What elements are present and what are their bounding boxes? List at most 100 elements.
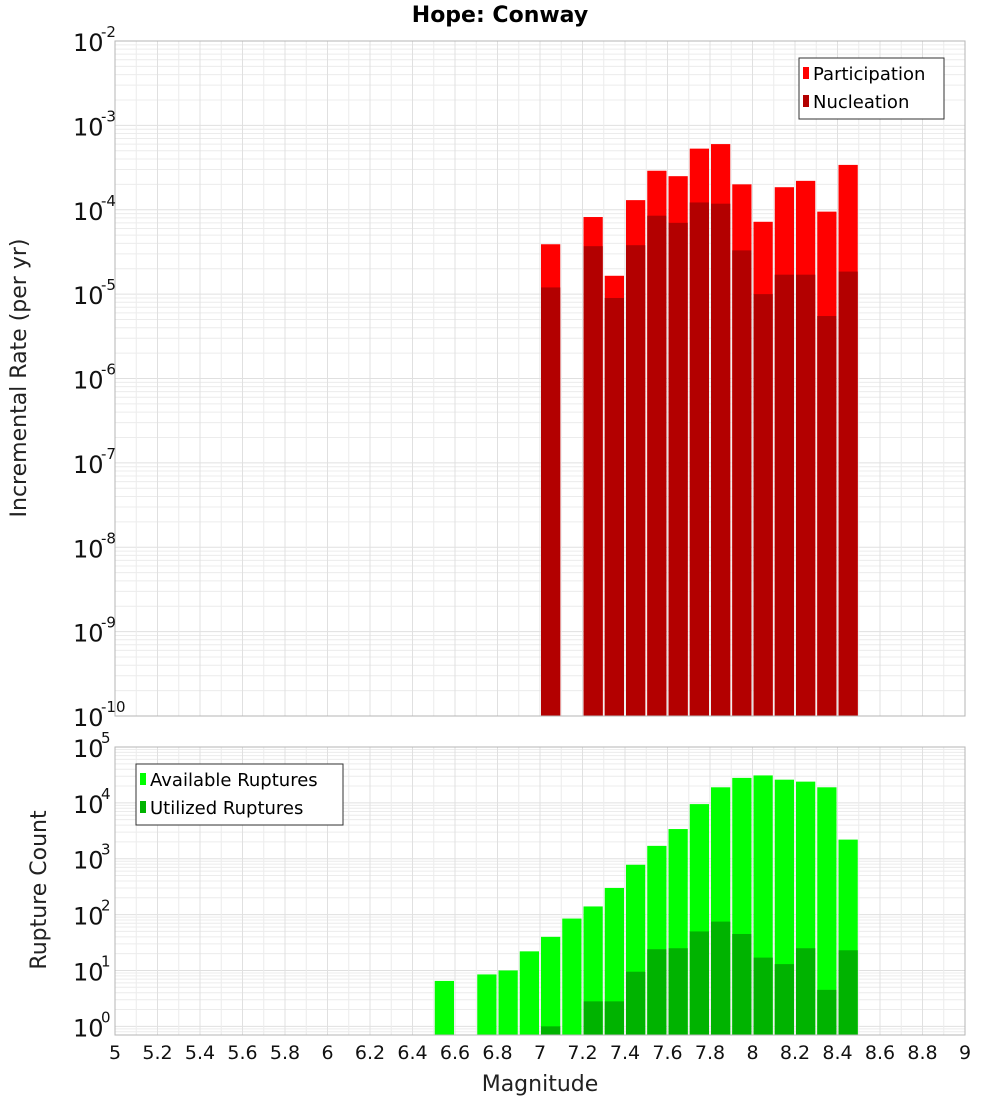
count-y-tick-label: 10 (73, 1014, 104, 1042)
count-bar (774, 964, 794, 1035)
rate-bar (774, 274, 794, 716)
rate-y-tick-label: 10 (73, 451, 104, 479)
x-tick-label: 6.6 (440, 1042, 470, 1064)
rate-y-tick-label: 10 (73, 367, 104, 395)
count-y-tick-exponent: 4 (101, 785, 111, 803)
rate-legend: Participation Nucleation (798, 57, 945, 120)
count-y-tick-exponent: 5 (101, 729, 111, 747)
rate-y-tick-exponent: -6 (101, 361, 116, 379)
rate-y-tick-exponent: -4 (101, 192, 116, 210)
rate-y-tick-label: 10 (73, 198, 104, 226)
rate-grid (114, 40, 966, 717)
rate-y-tick-exponent: -5 (101, 276, 116, 294)
count-y-tick-label: 10 (73, 903, 104, 931)
rate-bar (732, 250, 752, 717)
count-y-tick-exponent: 3 (101, 841, 111, 859)
count-legend-swatch (140, 801, 146, 813)
rate-plot-frame (114, 40, 966, 717)
x-tick-label: 5.8 (270, 1042, 300, 1064)
bottom-y-axis-label: Rupture Count (27, 810, 52, 970)
count-bar (711, 921, 731, 1035)
rate-legend-swatch (803, 95, 809, 107)
x-tick-label: 6.2 (355, 1042, 385, 1064)
rate-legend-box (798, 57, 945, 120)
chart-title: Hope: Conway (412, 3, 588, 28)
count-y-tick-label: 10 (73, 847, 104, 875)
x-tick-label: 7.4 (610, 1042, 640, 1064)
count-bar (647, 949, 667, 1035)
x-tick-label: 7.8 (695, 1042, 725, 1064)
top-y-axis-label: Incremental Rate (per yr) (7, 239, 32, 518)
x-tick-label: 6.8 (482, 1042, 512, 1064)
x-tick-label: 7.2 (567, 1042, 597, 1064)
rate-y-tick-label: 10 (73, 704, 104, 732)
count-y-tick-exponent: 1 (101, 952, 111, 970)
count-y-tick-exponent: 0 (101, 1008, 111, 1026)
rate-bar (541, 287, 561, 716)
rate-y-ticks: 10-210-310-410-510-610-710-810-910-10 (73, 23, 126, 732)
count-series-utilized-ruptures (541, 921, 858, 1035)
rate-bar (583, 246, 603, 716)
count-plot-frame (114, 746, 966, 1036)
count-bar (434, 980, 454, 1035)
x-tick-label: 6.4 (397, 1042, 427, 1064)
count-bar (519, 951, 539, 1035)
count-bar (796, 948, 816, 1035)
count-bar (562, 918, 582, 1035)
count-bar (689, 931, 709, 1035)
x-tick-label: 7 (534, 1042, 546, 1064)
count-bar (838, 950, 858, 1035)
rate-bar (647, 215, 667, 717)
count-bar (477, 974, 497, 1035)
count-bar (541, 936, 561, 1035)
count-bar (541, 1026, 561, 1035)
x-tick-label: 8.4 (822, 1042, 852, 1064)
rate-legend-swatch (803, 67, 809, 79)
x-tick-label: 7.6 (652, 1042, 682, 1064)
rate-legend-label: Participation (813, 64, 925, 85)
x-axis-label: Magnitude (482, 1072, 599, 1097)
rate-bar (817, 316, 837, 716)
count-bar (604, 1001, 624, 1035)
count-legend-swatch (140, 773, 146, 785)
rate-bar (796, 274, 816, 716)
rate-bar (604, 297, 624, 716)
rate-legend-label: Nucleation (813, 92, 909, 113)
count-legend-label: Available Ruptures (150, 770, 318, 791)
count-bar (732, 933, 752, 1035)
rate-y-tick-exponent: -3 (101, 107, 116, 125)
count-legend-label: Utilized Ruptures (150, 798, 303, 819)
rate-y-tick-label: 10 (73, 282, 104, 310)
count-bar (604, 887, 624, 1035)
x-tick-label: 8 (746, 1042, 758, 1064)
count-bar (753, 957, 773, 1035)
x-tick-label: 5.6 (227, 1042, 257, 1064)
count-y-tick-exponent: 2 (101, 897, 111, 915)
rate-bar (753, 294, 773, 716)
count-bar (498, 970, 518, 1035)
count-bar (668, 948, 688, 1035)
rate-bar (626, 245, 646, 717)
count-y-tick-label: 10 (73, 735, 104, 763)
x-tick-label: 5 (109, 1042, 121, 1064)
x-tick-label: 6 (321, 1042, 333, 1064)
rate-series-nucleation (541, 202, 858, 717)
rate-bar (838, 271, 858, 716)
x-tick-label: 8.6 (865, 1042, 895, 1064)
rate-y-tick-exponent: -7 (101, 445, 116, 463)
rate-y-tick-label: 10 (73, 113, 104, 141)
rate-bar (689, 202, 709, 717)
rate-bar (711, 203, 731, 717)
rate-y-tick-label: 10 (73, 535, 104, 563)
rate-y-tick-exponent: -9 (101, 614, 116, 632)
rate-y-tick-label: 10 (73, 29, 104, 57)
count-legend-box (135, 763, 344, 826)
rate-bar (668, 222, 688, 716)
rate-y-tick-exponent: -2 (101, 23, 116, 41)
count-bar (626, 971, 646, 1035)
count-bar (817, 787, 837, 1035)
rate-y-tick-exponent: -8 (101, 529, 116, 547)
